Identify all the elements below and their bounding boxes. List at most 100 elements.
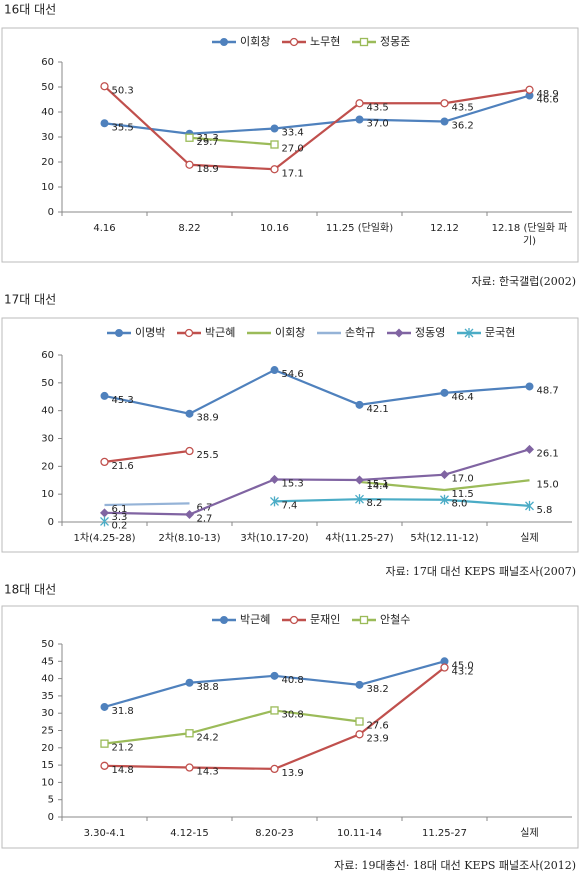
y-tick-label: 10 bbox=[41, 182, 54, 193]
marker bbox=[464, 328, 474, 338]
marker bbox=[185, 409, 194, 418]
x-tick-label: 8.20-23 bbox=[255, 828, 294, 839]
marker bbox=[355, 717, 364, 726]
y-tick-label: 40 bbox=[41, 674, 54, 685]
x-tick-label: 2차(8.10-13) bbox=[158, 533, 221, 544]
marker bbox=[440, 470, 449, 480]
marker bbox=[355, 115, 364, 124]
marker bbox=[270, 165, 279, 174]
value-label: 30.8 bbox=[282, 709, 304, 720]
y-tick-label: 35 bbox=[41, 691, 54, 702]
x-tick-label: 10.11-14 bbox=[337, 828, 382, 839]
series-line bbox=[189, 136, 275, 146]
y-tick-label: 20 bbox=[41, 157, 54, 168]
legend-label: 이회창 bbox=[275, 326, 305, 339]
value-label: 17.0 bbox=[452, 474, 474, 485]
x-tick-label: 1차(4.25-28) bbox=[73, 533, 136, 544]
x-tick-label: 3차(10.17-20) bbox=[240, 533, 309, 544]
series-line bbox=[274, 498, 530, 507]
value-label: 7.4 bbox=[282, 500, 298, 511]
legend-label: 안철수 bbox=[380, 613, 410, 626]
value-label: 45.3 bbox=[112, 395, 134, 406]
legend-label: 문국현 bbox=[485, 326, 515, 339]
marker bbox=[270, 496, 279, 507]
y-tick-label: 0 bbox=[48, 517, 54, 528]
marker bbox=[185, 446, 194, 456]
x-tick-label: 12.12 bbox=[430, 223, 459, 234]
legend-label: 박근혜 bbox=[240, 613, 270, 626]
marker bbox=[355, 400, 364, 409]
value-label: 15.3 bbox=[282, 478, 304, 489]
value-label: 31.8 bbox=[112, 706, 134, 717]
marker bbox=[355, 494, 364, 505]
source-note: 자료: 17대 대선 KEPS 패널조사(2007) bbox=[385, 565, 576, 578]
marker bbox=[440, 99, 449, 108]
y-tick-label: 20 bbox=[41, 461, 54, 472]
value-label: 8.2 bbox=[367, 498, 383, 509]
chart-title: 18대 대선 bbox=[4, 583, 56, 597]
value-label: 14.8 bbox=[112, 765, 134, 776]
y-tick-label: 10 bbox=[41, 777, 54, 788]
y-tick-label: 10 bbox=[41, 489, 54, 500]
marker bbox=[185, 729, 194, 738]
value-label: 48.9 bbox=[537, 89, 559, 100]
marker bbox=[440, 388, 449, 397]
marker bbox=[100, 457, 109, 467]
marker bbox=[100, 82, 109, 91]
value-label: 6.1 bbox=[112, 504, 128, 515]
y-tick-label: 30 bbox=[41, 132, 54, 143]
series-line bbox=[104, 709, 360, 745]
value-label: 48.7 bbox=[537, 385, 559, 396]
value-label: 40.8 bbox=[282, 675, 304, 686]
value-label: 17.1 bbox=[282, 168, 304, 179]
value-label: 43.5 bbox=[367, 102, 389, 113]
y-tick-label: 40 bbox=[41, 406, 54, 417]
value-label: 38.9 bbox=[197, 413, 219, 424]
marker bbox=[220, 616, 228, 624]
series-line bbox=[104, 502, 190, 507]
legend-label: 노무현 bbox=[310, 35, 340, 48]
chart-frame bbox=[1, 317, 579, 553]
series-line bbox=[104, 368, 530, 415]
value-label: 35.5 bbox=[112, 122, 134, 133]
value-label: 36.2 bbox=[452, 121, 474, 132]
marker bbox=[100, 391, 109, 400]
value-label: 26.1 bbox=[537, 448, 559, 459]
marker bbox=[359, 615, 369, 625]
marker bbox=[289, 37, 299, 47]
value-label: 23.9 bbox=[367, 733, 389, 744]
marker bbox=[270, 140, 279, 149]
marker bbox=[525, 382, 534, 391]
value-label: 11.5 bbox=[452, 489, 474, 500]
chart-title: 17대 대선 bbox=[4, 293, 56, 307]
value-label: 25.5 bbox=[197, 450, 219, 461]
value-label: 18.9 bbox=[197, 164, 219, 175]
value-label: 54.6 bbox=[282, 369, 304, 380]
marker bbox=[525, 85, 534, 94]
marker bbox=[270, 366, 279, 375]
marker bbox=[270, 124, 279, 133]
marker bbox=[100, 508, 109, 518]
x-tick-label: 11.25-27 bbox=[422, 828, 467, 839]
marker bbox=[270, 764, 279, 774]
marker bbox=[185, 160, 194, 169]
marker bbox=[440, 117, 449, 126]
marker bbox=[100, 119, 109, 128]
source-note: 자료: 한국갤럽(2002) bbox=[472, 274, 577, 288]
value-label: 27.0 bbox=[282, 144, 304, 155]
value-label: 46.6 bbox=[537, 95, 559, 106]
legend-label: 이명박 bbox=[135, 326, 165, 339]
y-tick-label: 50 bbox=[41, 82, 54, 93]
x-tick-label: 12.18 (단일화 파기) bbox=[491, 223, 568, 247]
marker bbox=[184, 328, 194, 338]
y-tick-label: 60 bbox=[41, 57, 54, 68]
legend-label: 이회창 bbox=[240, 35, 270, 48]
y-tick-label: 50 bbox=[41, 639, 54, 650]
y-tick-label: 60 bbox=[41, 350, 54, 361]
x-tick-label: 4.16 bbox=[93, 223, 116, 234]
legend-label: 박근혜 bbox=[205, 326, 235, 339]
value-label: 24.2 bbox=[197, 732, 219, 743]
value-label: 14.3 bbox=[197, 767, 219, 778]
value-label: 13.9 bbox=[282, 768, 304, 779]
